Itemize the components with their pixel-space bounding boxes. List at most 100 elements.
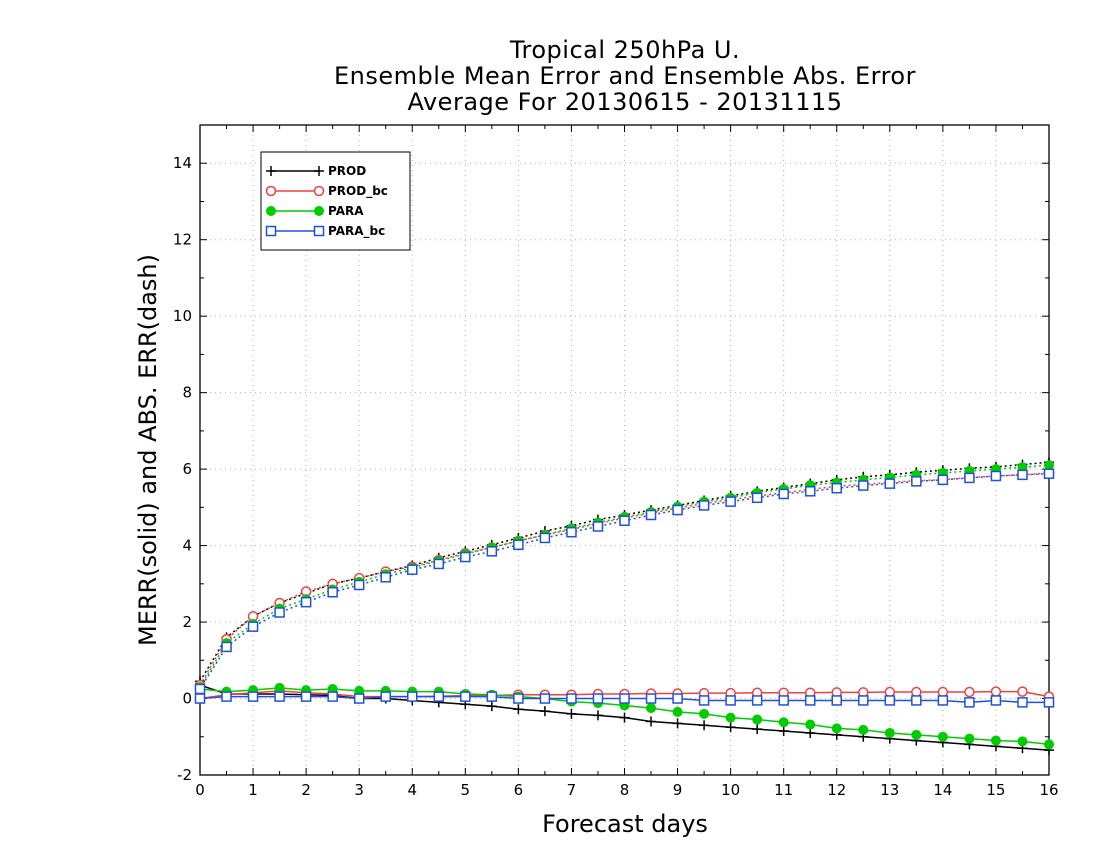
x-tick-label: 10 xyxy=(721,781,740,799)
para-bc-abs-err-point xyxy=(274,607,285,618)
prod-merr-point xyxy=(619,712,630,723)
para-merr-point xyxy=(699,708,710,719)
prod-merr-point xyxy=(513,704,524,715)
para-merr-point xyxy=(1017,736,1028,747)
para-bc-merr-point xyxy=(274,691,285,702)
para-bc-merr-point xyxy=(831,695,842,706)
prod-bc-merr-point xyxy=(884,686,896,698)
para-merr-point xyxy=(911,729,922,740)
prod-merr-point xyxy=(672,718,683,729)
para-bc-abs-err-point xyxy=(353,579,365,591)
x-tick-label: 0 xyxy=(195,781,205,799)
prod-bc-merr-point xyxy=(964,686,975,698)
para-bc-abs-err-point xyxy=(911,476,922,487)
para-merr-point xyxy=(752,714,763,725)
para-merr-point xyxy=(725,712,736,723)
para-bc-abs-err-point xyxy=(380,572,391,583)
gridlines xyxy=(200,125,1049,775)
para-bc-abs-err-point xyxy=(433,558,445,570)
x-tick-label: 4 xyxy=(407,781,417,799)
x-tick-label: 13 xyxy=(880,781,899,799)
para-bc-merr-point xyxy=(884,695,896,706)
para-bc-abs-err-point xyxy=(698,500,710,511)
para-bc-abs-err-point xyxy=(619,515,630,526)
x-tick-label: 12 xyxy=(827,781,846,799)
legend-label-para-bc: PARA_bc xyxy=(328,224,385,239)
para-bc-abs-err-point xyxy=(884,478,896,489)
y-tick-label: 2 xyxy=(182,613,192,631)
para-bc-abs-err-point xyxy=(645,509,657,521)
x-tick-label: 5 xyxy=(461,781,471,799)
para-bc-abs-err-point xyxy=(221,641,232,653)
para-bc-abs-err-point xyxy=(1017,469,1028,481)
prod-merr-point xyxy=(592,710,603,721)
para-bc-abs-err-point xyxy=(831,482,842,494)
para-merr-point xyxy=(937,731,948,742)
para-bc-merr-point xyxy=(725,695,736,706)
prod-bc-merr-point xyxy=(911,686,922,698)
para-bc-abs-err-point xyxy=(804,486,816,497)
para-bc-merr-point xyxy=(460,691,471,702)
prod-bc-merr-point xyxy=(937,686,949,698)
para-bc-merr-point xyxy=(990,695,1002,706)
para-bc-merr-point xyxy=(751,695,763,706)
para-abs-err-line xyxy=(199,464,1050,688)
prod-bc-merr-point xyxy=(1017,686,1028,697)
prod-merr-point xyxy=(566,708,577,719)
y-tick-label: 6 xyxy=(182,460,192,478)
legend-label-para: PARA xyxy=(328,204,364,218)
para-merr-point xyxy=(964,733,975,744)
legend-label-prod-bc: PROD_bc xyxy=(328,184,388,199)
prod-merr-point xyxy=(539,706,550,717)
para-bc-merr-point xyxy=(566,693,577,704)
y-tick-label: 12 xyxy=(173,231,192,249)
para-bc-merr-point xyxy=(804,695,816,706)
para-bc-merr-point xyxy=(937,695,949,706)
para-bc-merr-point xyxy=(1017,697,1028,708)
para-bc-abs-err-point xyxy=(778,488,789,500)
y-tick-label: 14 xyxy=(173,154,192,172)
para-bc-abs-err-point xyxy=(725,496,736,507)
para-bc-abs-err-point xyxy=(407,564,418,575)
x-tick-label: 15 xyxy=(986,781,1005,799)
para-bc-merr-point xyxy=(513,693,524,704)
para-bc-abs-err-point xyxy=(1043,468,1055,479)
para-merr-point xyxy=(1044,739,1054,750)
para-bc-abs-err-point xyxy=(566,526,577,538)
para-bc-abs-err-point xyxy=(858,480,869,491)
para-bc-abs-err-point xyxy=(247,621,259,632)
prod-merr-point xyxy=(486,701,497,712)
x-tick-label: 1 xyxy=(248,781,258,799)
x-axis-label: Forecast days xyxy=(542,810,708,838)
para-bc-merr-point xyxy=(300,691,312,702)
prod-merr-point xyxy=(725,722,736,733)
para-bc-merr-point xyxy=(539,693,551,704)
para-bc-merr-point xyxy=(194,693,206,704)
x-tick-label: 3 xyxy=(354,781,364,799)
para-bc-abs-err-point xyxy=(194,683,206,695)
para-bc-abs-err-point xyxy=(300,596,312,608)
para-bc-merr-point xyxy=(247,691,259,702)
para-abs-err-point xyxy=(1044,460,1054,471)
para-bc-merr-point xyxy=(380,691,391,702)
para-bc-merr-point xyxy=(778,695,789,706)
plot-area xyxy=(194,457,1055,756)
para-bc-merr-point xyxy=(964,697,975,708)
para-bc-merr-point xyxy=(619,693,630,704)
y-tick-label: 8 xyxy=(182,384,192,402)
para-bc-merr-point xyxy=(698,695,710,706)
legend-box xyxy=(260,151,411,251)
legend-marker-para-bc xyxy=(313,225,325,237)
chart-title-line-2: Ensemble Mean Error and Ensemble Abs. Er… xyxy=(334,62,916,90)
legend-marker-prod xyxy=(266,166,276,176)
para-bc-abs-err-point xyxy=(751,492,763,504)
para-bc-merr-point xyxy=(672,693,683,704)
prod-merr-point xyxy=(805,727,816,738)
x-tick-label: 16 xyxy=(1039,781,1058,799)
para-bc-merr-point xyxy=(911,695,922,706)
prod-merr-point xyxy=(699,720,710,731)
para-bc-abs-err-point xyxy=(990,470,1002,482)
x-tick-label: 9 xyxy=(673,781,683,799)
y-tick-label: 4 xyxy=(182,537,192,555)
